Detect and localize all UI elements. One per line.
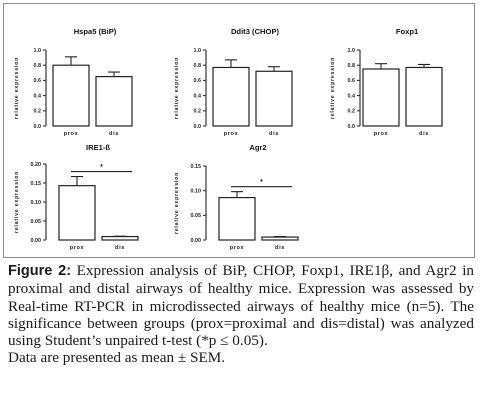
x-tick-label-dis: dis (269, 131, 279, 137)
significance-marker: * (260, 179, 263, 186)
bar-prox (218, 196, 256, 241)
y-axis-label: relative expression (330, 57, 336, 119)
y-tick-label: 0.2 (34, 109, 42, 115)
y-tick-label: 0.0 (194, 124, 202, 130)
chart-ddit3: Ddit3 (CHOP) relative expression 0.0 0.2 0.4… (174, 27, 293, 137)
y-tick-label: 1.0 (348, 48, 356, 54)
caption-line-5: dis=distal) was analyzed using Student’s… (8, 314, 474, 350)
chart-ire1b: IRE1-ß relative expression 0.00 0.05 0.10 0.1… (14, 143, 139, 251)
y-tick-label: 0.0 (348, 124, 356, 130)
y-tick-label: 0.15 (191, 164, 202, 170)
y-tick-label: 0.00 (31, 238, 42, 244)
y-axis-label: relative expression (14, 171, 20, 233)
chart-foxp1: Foxp1 relative expression 0.0 0.2 0.4 0.6 0.8 1… (330, 27, 443, 137)
chart-agr2: Agr2 relative expression 0.00 0.05 0.10 0.15 p… (174, 143, 299, 251)
y-tick-label: 0.4 (34, 93, 42, 99)
x-tick-label-dis: dis (275, 245, 285, 251)
y-tick-label: 0.8 (194, 63, 202, 69)
y-tick-label: 1.0 (34, 48, 42, 54)
figure-caption: Figure 2: Expression analysis of BiP, CH… (8, 262, 474, 367)
y-tick-label: 0.15 (31, 181, 42, 187)
y-tick-label: 0.8 (34, 63, 42, 69)
y-tick-label: 0.2 (348, 109, 356, 115)
x-tick-label-dis: dis (109, 131, 119, 137)
chart-hspa5: Hspa5 (BiP) relative expression 0.0 0.2 0.4 0… (14, 27, 133, 137)
bar-dis (255, 70, 293, 127)
chart-title: Foxp1 (396, 27, 419, 36)
y-tick-label: 0.00 (191, 238, 202, 244)
caption-line-1: Expression analysis of BiP, CHOP, Foxp1,… (76, 262, 457, 279)
x-tick-label-prox: prox (374, 131, 389, 137)
y-tick-label: 0.6 (194, 78, 202, 84)
x-tick-label-dis: dis (419, 131, 429, 137)
bar-prox (58, 185, 96, 241)
y-tick-label: 0.10 (31, 200, 42, 206)
caption-line-2: in proximal and distal airways of health… (8, 262, 475, 298)
chart-title: Hspa5 (BiP) (74, 27, 117, 36)
bar-prox (362, 68, 400, 127)
y-tick-label: 0.2 (194, 109, 202, 115)
y-tick-label: 0.4 (194, 93, 202, 99)
significance-marker: * (100, 164, 103, 171)
panel-frame (3, 3, 475, 258)
caption-line-6: Data are presented as mean ± SEM. (8, 349, 226, 367)
chart-title: Agr2 (249, 143, 266, 152)
y-tick-label: 0.10 (191, 188, 202, 194)
y-tick-label: 1.0 (194, 48, 202, 54)
caption-label: Figure 2: (8, 263, 72, 279)
y-tick-label: 0.05 (191, 213, 202, 219)
caption-line-3: assessed by Real-time RT-PCR in microdis… (8, 280, 475, 315)
chart-title: Ddit3 (CHOP) (231, 27, 280, 36)
y-tick-label: 0.20 (31, 162, 42, 168)
x-tick-label-prox: prox (230, 245, 245, 251)
y-axis-label: relative expression (174, 57, 180, 119)
y-tick-label: 0.6 (348, 78, 356, 84)
x-tick-label-dis: dis (115, 245, 125, 251)
caption-line-4: mice (n=5). The significance between gro… (8, 297, 474, 332)
chart-title: IRE1-ß (86, 143, 110, 152)
x-tick-label-prox: prox (64, 131, 79, 137)
bar-prox (212, 66, 250, 127)
y-tick-label: 0.4 (348, 93, 356, 99)
bar-dis (261, 236, 299, 241)
y-axis-label: relative expression (174, 172, 180, 234)
y-axis-label: relative expression (14, 57, 20, 119)
y-tick-label: 0.8 (348, 63, 356, 69)
x-tick-label-prox: prox (70, 245, 85, 251)
y-tick-label: 0.05 (31, 219, 42, 225)
y-tick-label: 0.0 (34, 124, 42, 130)
bar-dis (101, 235, 139, 241)
bar-dis (95, 75, 133, 127)
bar-dis (405, 66, 443, 127)
bar-prox (52, 64, 90, 127)
x-tick-label-prox: prox (224, 131, 239, 137)
y-tick-label: 0.6 (34, 78, 42, 84)
